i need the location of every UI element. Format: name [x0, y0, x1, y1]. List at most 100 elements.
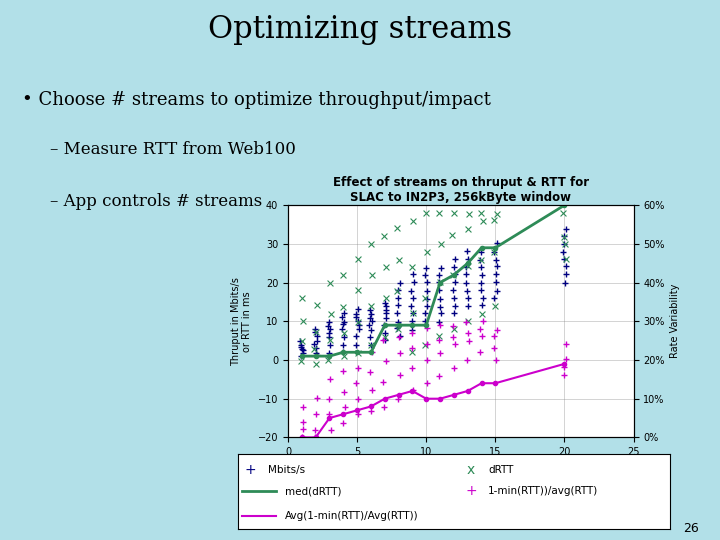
Point: [338, 320, 349, 329]
Point: [419, 309, 431, 318]
Point: [364, 333, 375, 342]
Point: [488, 343, 500, 352]
Point: [365, 406, 377, 415]
Point: [559, 355, 571, 363]
Point: [490, 356, 502, 364]
Point: [336, 313, 348, 321]
Point: [353, 363, 364, 372]
Point: [337, 347, 348, 356]
Point: [434, 278, 446, 287]
Point: [419, 271, 431, 279]
Point: [380, 294, 392, 302]
Point: [406, 325, 418, 334]
Point: [462, 247, 473, 256]
Point: [462, 286, 473, 295]
Point: [337, 302, 348, 311]
Point: [297, 418, 308, 427]
Point: [325, 426, 337, 435]
Point: [297, 349, 309, 357]
Point: [366, 316, 378, 325]
Point: [477, 294, 489, 302]
Point: [297, 403, 309, 411]
Point: [392, 286, 404, 295]
Point: [350, 332, 361, 341]
Text: 1-min(RTT))/avg(RTT): 1-min(RTT))/avg(RTT): [488, 487, 598, 496]
Point: [309, 345, 320, 353]
Point: [476, 310, 487, 319]
Point: [406, 328, 418, 337]
Point: [461, 318, 472, 326]
Point: [488, 216, 500, 225]
Text: +: +: [245, 463, 256, 477]
Point: [295, 341, 307, 349]
Point: [350, 310, 361, 319]
Point: [559, 225, 571, 233]
Point: [559, 240, 571, 248]
Point: [296, 351, 307, 360]
Point: [377, 378, 389, 387]
Point: [558, 370, 570, 379]
Text: Mbits/s: Mbits/s: [268, 465, 305, 475]
Point: [380, 302, 392, 310]
Point: [462, 328, 474, 337]
Point: [406, 344, 418, 353]
Text: • Choose # streams to optimize throughput/impact: • Choose # streams to optimize throughpu…: [22, 91, 490, 109]
Point: [325, 375, 336, 384]
Point: [462, 316, 474, 325]
Point: [337, 271, 348, 280]
Point: [353, 286, 364, 294]
Point: [295, 356, 307, 365]
Point: [395, 370, 406, 379]
Text: dRTT: dRTT: [488, 465, 513, 475]
Point: [323, 328, 335, 337]
Point: [474, 255, 486, 264]
Point: [297, 293, 308, 302]
Point: [392, 394, 404, 403]
Point: [380, 306, 392, 315]
Text: – Measure RTT from Web100: – Measure RTT from Web100: [50, 140, 296, 158]
Point: [308, 340, 320, 348]
Point: [447, 321, 459, 330]
Point: [338, 318, 349, 326]
Point: [310, 344, 322, 353]
Point: [449, 262, 460, 271]
Point: [474, 347, 486, 356]
Point: [420, 316, 431, 325]
Point: [337, 418, 348, 427]
Point: [338, 341, 349, 349]
Point: [325, 279, 336, 287]
Point: [491, 325, 503, 334]
Point: [421, 379, 433, 388]
Point: [421, 340, 433, 349]
Point: [297, 433, 308, 441]
Point: [476, 301, 487, 309]
Point: [435, 302, 446, 311]
Point: [488, 332, 500, 341]
Point: [406, 262, 418, 271]
Point: [352, 349, 364, 357]
Point: [446, 271, 458, 279]
Point: [559, 279, 570, 287]
Point: [366, 347, 378, 356]
Point: [365, 340, 377, 349]
Point: [559, 232, 570, 241]
Point: [323, 333, 335, 342]
Point: [446, 231, 458, 240]
Point: [461, 270, 472, 279]
Point: [433, 372, 444, 381]
Point: [312, 301, 323, 310]
Point: [339, 403, 351, 411]
Point: [434, 348, 446, 357]
Point: [338, 352, 350, 361]
Point: [395, 332, 406, 340]
Point: [490, 255, 502, 264]
X-axis label: Number of parallel streams: Number of parallel streams: [375, 463, 546, 472]
Text: 26: 26: [683, 522, 698, 535]
Point: [310, 359, 322, 368]
Point: [419, 341, 431, 349]
Point: [380, 356, 392, 365]
Point: [557, 248, 569, 256]
Point: [421, 287, 433, 295]
Point: [420, 208, 431, 217]
Point: [395, 349, 406, 357]
